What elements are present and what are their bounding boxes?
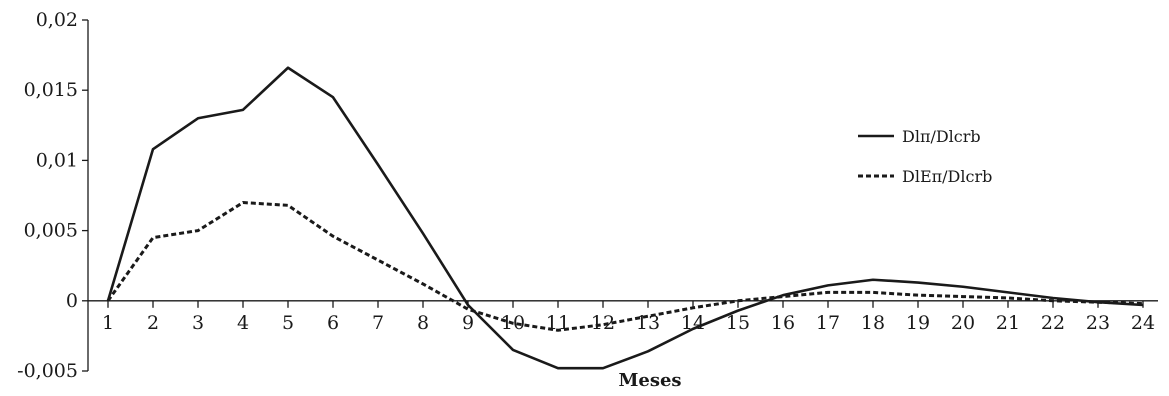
x-tick-label: 1	[102, 312, 114, 334]
x-tick-label: 19	[906, 312, 930, 334]
x-tick-label: 2	[147, 312, 159, 334]
x-tick-label: 15	[726, 312, 750, 334]
x-tick-label: 20	[951, 312, 975, 334]
x-tick-label: 6	[327, 312, 339, 334]
x-tick-label: 23	[1086, 312, 1110, 334]
series-line-1	[106, 66, 1144, 370]
x-tick-label: 13	[636, 312, 660, 334]
x-tick-label: 9	[462, 312, 474, 334]
series-line-2	[106, 201, 1144, 332]
x-tick-label: 22	[1041, 312, 1065, 334]
y-axis: -0,005 0 0,005 0,01 0,015 0,02	[17, 9, 89, 382]
y-tick-label: -0,005	[17, 360, 78, 382]
x-tick-label: 12	[591, 312, 615, 334]
y-tick-label: 0,02	[36, 9, 78, 31]
legend-label: DlEπ/Dlcrb	[902, 167, 992, 186]
x-axis-label: Meses	[618, 370, 681, 391]
x-tick-label: 3	[192, 312, 204, 334]
x-tick-label: 16	[771, 312, 795, 334]
legend: Dlπ/Dlcrb DlEπ/Dlcrb	[858, 127, 992, 186]
y-tick-label: 0,01	[36, 149, 78, 171]
x-tick-label: 8	[417, 312, 429, 334]
x-tick-label: 4	[237, 312, 249, 334]
x-tick-label: 21	[996, 312, 1020, 334]
x-axis: 1 2 3 4 5 6 7 8 9 10 11 12 13 14 15 16 17 18 19 20 21 22 23 24	[88, 300, 1158, 334]
legend-label: Dlπ/Dlcrb	[902, 127, 981, 146]
x-tick-label: 24	[1131, 312, 1155, 334]
x-tick-label: 5	[282, 312, 294, 334]
series-lines	[106, 66, 1144, 370]
x-tick-label: 17	[816, 312, 840, 334]
x-tick-label: 14	[681, 312, 705, 334]
x-tick-label: 18	[861, 312, 885, 334]
x-tick-label: 7	[372, 312, 384, 334]
y-tick-label: 0,005	[24, 220, 78, 242]
y-tick-label: 0	[66, 290, 78, 312]
y-tick-label: 0,015	[24, 79, 78, 101]
